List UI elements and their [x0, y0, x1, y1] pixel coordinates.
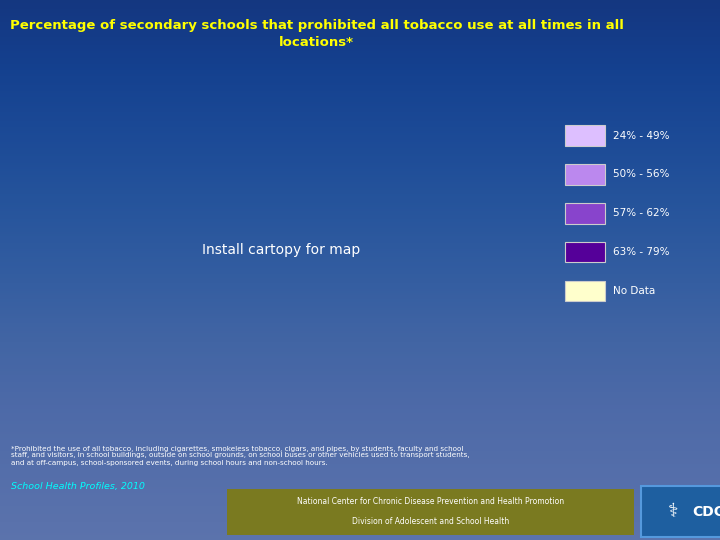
- Text: locations*: locations*: [279, 36, 354, 49]
- Text: Division of Adolescent and School Health: Division of Adolescent and School Health: [351, 517, 509, 526]
- Text: National Center for Chronic Disease Prevention and Health Promotion: National Center for Chronic Disease Prev…: [297, 497, 564, 506]
- Text: CDC: CDC: [692, 505, 720, 518]
- Text: Percentage of secondary schools that prohibited all tobacco use at all times in : Percentage of secondary schools that pro…: [10, 19, 624, 32]
- Text: 24% - 49%: 24% - 49%: [613, 131, 670, 140]
- Text: 57% - 62%: 57% - 62%: [613, 208, 670, 218]
- Text: No Data: No Data: [613, 286, 656, 296]
- Text: ⚕: ⚕: [668, 502, 679, 521]
- Text: Install cartopy for map: Install cartopy for map: [202, 243, 360, 256]
- Text: 50% - 56%: 50% - 56%: [613, 170, 670, 179]
- Text: School Health Profiles, 2010: School Health Profiles, 2010: [11, 482, 145, 491]
- Text: *Prohibited the use of all tobacco, including cigarettes, smokeless tobacco, cig: *Prohibited the use of all tobacco, incl…: [11, 446, 469, 465]
- Text: 63% - 79%: 63% - 79%: [613, 247, 670, 257]
